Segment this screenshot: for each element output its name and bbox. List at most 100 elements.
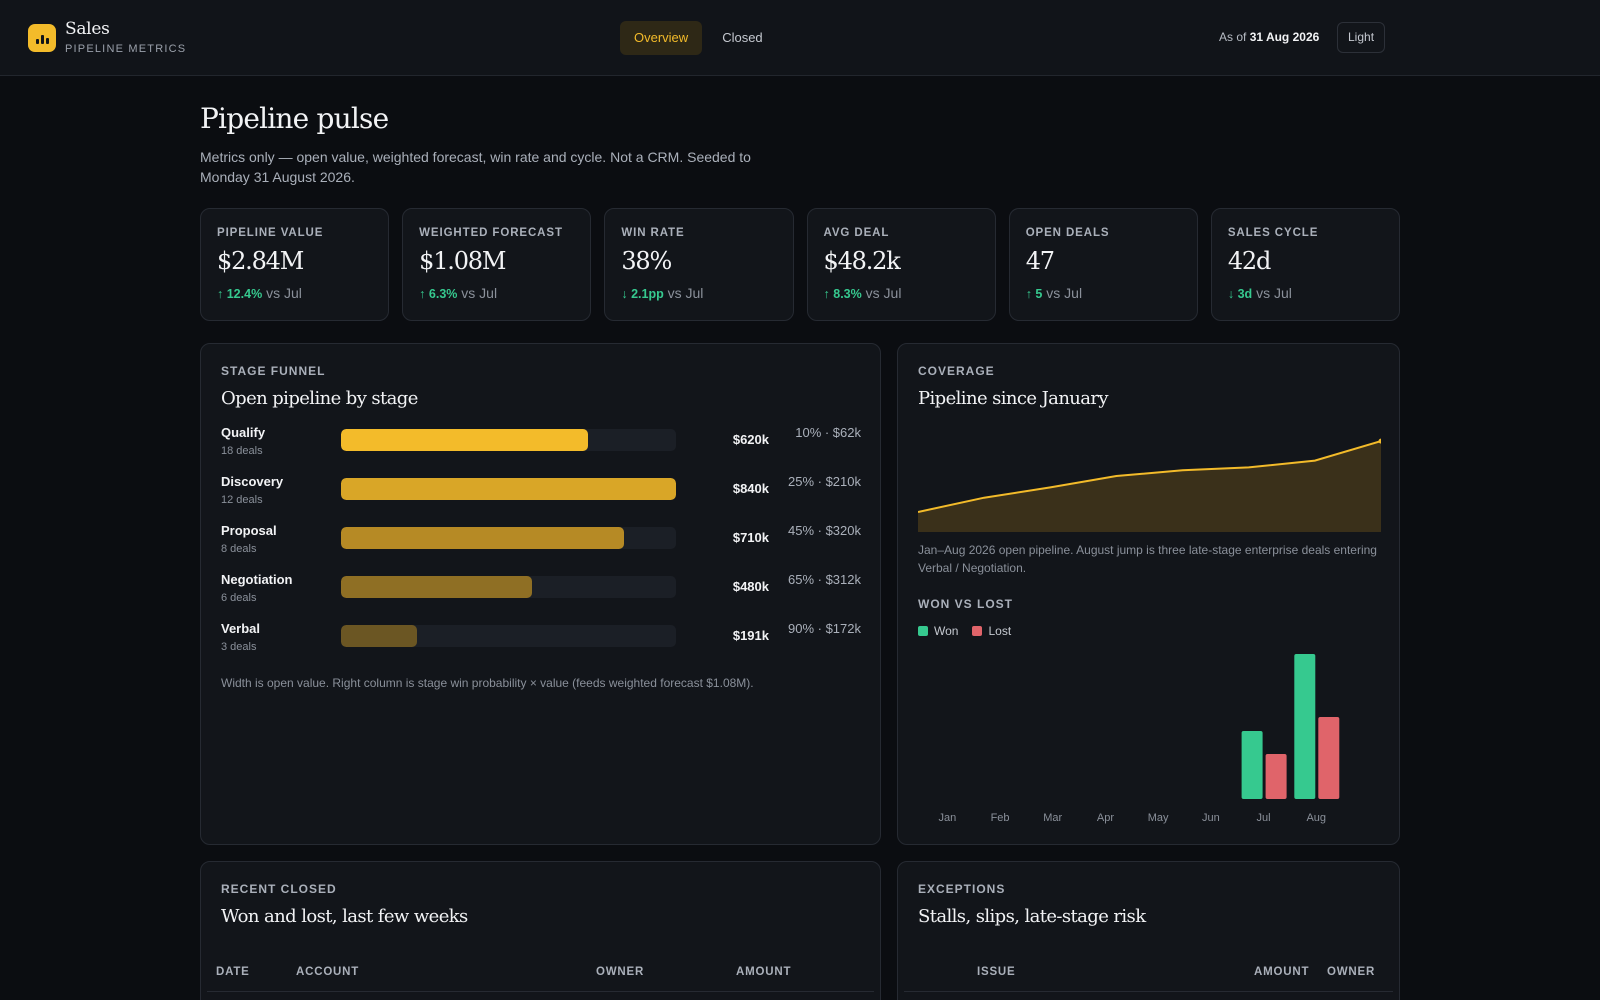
arrow-up-icon: ↑ <box>1025 287 1036 301</box>
funnel-row[interactable]: Verbal 3 deals $191k 90% · $172k <box>221 619 861 668</box>
theme-toggle-button[interactable]: Light <box>1337 22 1386 53</box>
funnel-footnote: Width is open value. Right column is sta… <box>221 676 754 690</box>
stage-bar <box>341 527 625 549</box>
page-title: Pipeline pulse <box>200 102 389 135</box>
kpi-delta: ↑ 5 vs Jul <box>1026 285 1181 301</box>
won-bar-aug[interactable] <box>1294 654 1316 799</box>
stage-weighted-value: 10% · $62k <box>795 425 861 440</box>
kpi-delta-amount: 6.3% <box>428 287 458 301</box>
stage-name: Discovery <box>221 474 284 489</box>
kpi-card: WEIGHTED FORECAST $1.08M ↑ 6.3% vs Jul <box>402 208 592 321</box>
kpi-delta-value: ↑ 6.3% <box>419 287 457 301</box>
kpi-delta-amount: 12.4% <box>226 287 263 301</box>
stage-value: $620k <box>732 432 769 447</box>
stage-bar-track <box>341 527 676 549</box>
column-header-amount[interactable]: AMOUNT <box>1254 966 1310 978</box>
panel-label: EXCEPTIONS <box>918 882 1006 896</box>
x-tick-label: Apr <box>1097 812 1114 824</box>
arrow-down-icon: ↓ <box>621 287 632 301</box>
column-header-issue[interactable]: ISSUE <box>977 966 1016 978</box>
column-header-amount[interactable]: AMOUNT <box>736 966 792 978</box>
kpi-label: WEIGHTED FORECAST <box>419 227 563 239</box>
kpi-card: SALES CYCLE 42d ↓ 3d vs Jul <box>1210 208 1401 321</box>
column-header-owner[interactable]: OWNER <box>1327 966 1376 978</box>
kpi-card: OPEN DEALS 47 ↑ 5 vs Jul <box>1008 208 1198 321</box>
pipeline-point-aug <box>1378 438 1381 444</box>
kpi-card: AVG DEAL $48.2k ↑ 8.3% vs Jul <box>806 208 996 321</box>
stage-name: Qualify <box>221 425 266 440</box>
kpi-label: PIPELINE VALUE <box>217 227 324 239</box>
kpi-value: $48.2k <box>823 247 901 275</box>
stage-deal-count: 18 deals <box>221 445 263 457</box>
as-of-prefix: As of <box>1219 30 1247 44</box>
kpi-row: PIPELINE VALUE $2.84M ↑ 12.4% vs Jul WEIGHT… <box>200 208 1401 321</box>
legend-label-won: Won <box>934 624 959 638</box>
x-tick-label: Jun <box>1202 812 1220 824</box>
kpi-label: WIN RATE <box>621 227 685 239</box>
panel-title: Pipeline since January <box>918 388 1109 409</box>
kpi-compare: vs Jul <box>1046 285 1083 301</box>
kpi-card: WIN RATE 38% ↓ 2.1pp vs Jul <box>604 208 794 321</box>
funnel-row[interactable]: Proposal 8 deals $710k 45% · $320k <box>221 521 861 570</box>
page-description: Metrics only — open value, weighted fore… <box>200 149 751 185</box>
x-tick-label: Aug <box>1306 812 1326 824</box>
kpi-delta: ↓ 3d vs Jul <box>1228 285 1383 301</box>
panel-title: Won and lost, last few weeks <box>221 906 468 927</box>
stage-bar <box>341 576 533 598</box>
brand[interactable]: Sales PIPELINE METRICS <box>28 18 186 55</box>
stage-bar <box>341 478 676 500</box>
kpi-delta-amount: 2.1pp <box>631 287 664 301</box>
stage-deal-count: 6 deals <box>221 592 257 604</box>
exceptions-panel: EXCEPTIONS Stalls, slips, late-stage ris… <box>897 861 1400 1000</box>
kpi-compare: vs Jul <box>1256 285 1292 301</box>
x-tick-label: Jan <box>938 812 956 824</box>
won-bar-jul[interactable] <box>1241 731 1263 799</box>
recent-closed-panel: RECENT CLOSED Won and lost, last few wee… <box>200 861 881 1000</box>
lost-bar-jul[interactable] <box>1265 754 1287 799</box>
stage-value: $840k <box>732 481 769 496</box>
app-subtitle: PIPELINE METRICS <box>65 43 187 55</box>
lost-bar-aug[interactable] <box>1318 717 1340 799</box>
tab-overview[interactable]: Overview <box>620 21 703 55</box>
kpi-label: OPEN DEALS <box>1025 227 1110 239</box>
won-lost-label: WON VS LOST <box>918 597 1013 611</box>
kpi-compare: vs Jul <box>865 285 902 301</box>
kpi-delta-value: ↓ 3d <box>1228 287 1252 301</box>
coverage-panel: COVERAGE Pipeline since January Jan–Aug … <box>897 343 1400 845</box>
kpi-delta: ↓ 2.1pp vs Jul <box>621 285 776 301</box>
stage-weighted-value: 25% · $210k <box>788 474 861 489</box>
kpi-value: $1.08M <box>419 247 506 275</box>
kpi-delta-value: ↑ 5 <box>1026 287 1043 301</box>
stage-value: $191k <box>732 628 769 643</box>
kpi-delta-amount: 5 <box>1035 287 1043 301</box>
arrow-down-icon: ↓ <box>1227 287 1238 301</box>
table-header: DATE ACCOUNT OWNER AMOUNT <box>207 966 874 992</box>
column-header-owner[interactable]: OWNER <box>596 966 645 978</box>
legend-label-lost: Lost <box>988 624 1012 638</box>
as-of-date: As of 31 Aug 2026 <box>1219 30 1319 44</box>
kpi-compare: vs Jul <box>266 285 302 301</box>
x-tick-label: Jul <box>1257 812 1271 824</box>
funnel-row[interactable]: Discovery 12 deals $840k 25% · $210k <box>221 472 861 521</box>
stage-bar-track <box>341 429 676 451</box>
column-header-account[interactable]: ACCOUNT <box>296 966 360 978</box>
table-header: ISSUE AMOUNT OWNER <box>904 966 1393 992</box>
kpi-delta-value: ↓ 2.1pp <box>621 287 663 301</box>
funnel-row[interactable]: Negotiation 6 deals $480k 65% · $312k <box>221 570 861 619</box>
column-header-date[interactable]: DATE <box>216 966 250 978</box>
stage-weighted-value: 45% · $320k <box>788 523 861 538</box>
stage-weighted-value: 65% · $312k <box>788 572 861 587</box>
panel-label: COVERAGE <box>918 364 995 378</box>
pipeline-area <box>918 441 1381 532</box>
kpi-value: 47 <box>1025 247 1055 275</box>
funnel-row[interactable]: Qualify 18 deals $620k 10% · $62k <box>221 423 861 472</box>
kpi-delta: ↑ 6.3% vs Jul <box>419 285 574 301</box>
arrow-up-icon: ↑ <box>823 287 834 301</box>
kpi-delta-value: ↑ 12.4% <box>217 287 262 301</box>
stage-bar <box>341 625 418 647</box>
tab-closed[interactable]: Closed <box>722 30 763 45</box>
as-of-value: 31 Aug 2026 <box>1249 30 1320 44</box>
stage-deal-count: 3 deals <box>221 641 257 653</box>
kpi-compare: vs Jul <box>461 285 498 301</box>
funnel-rows: Qualify 18 deals $620k 10% · $62k Discovery 1… <box>221 423 861 668</box>
